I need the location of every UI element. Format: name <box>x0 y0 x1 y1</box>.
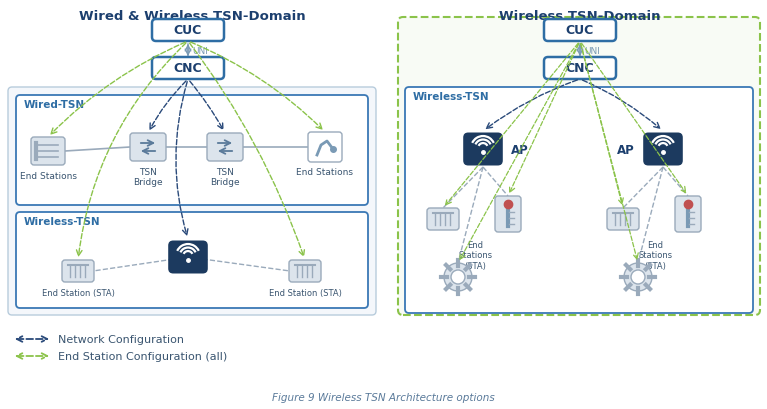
Text: End Stations: End Stations <box>297 168 354 177</box>
FancyBboxPatch shape <box>675 196 701 232</box>
FancyBboxPatch shape <box>544 58 616 80</box>
FancyBboxPatch shape <box>289 261 321 282</box>
FancyBboxPatch shape <box>405 88 753 313</box>
Text: Wireless-TSN: Wireless-TSN <box>413 92 489 102</box>
FancyBboxPatch shape <box>16 213 368 308</box>
FancyBboxPatch shape <box>308 133 342 163</box>
FancyBboxPatch shape <box>152 20 224 42</box>
Text: End Stations: End Stations <box>19 172 77 180</box>
FancyBboxPatch shape <box>398 18 760 315</box>
Circle shape <box>631 270 645 284</box>
FancyBboxPatch shape <box>495 196 521 232</box>
FancyBboxPatch shape <box>427 209 459 230</box>
Text: End Station Configuration (all): End Station Configuration (all) <box>58 351 227 361</box>
FancyBboxPatch shape <box>168 241 208 274</box>
FancyBboxPatch shape <box>207 134 243 162</box>
Text: CNC: CNC <box>173 62 202 75</box>
Text: Wired & Wireless TSN-Domain: Wired & Wireless TSN-Domain <box>79 10 305 23</box>
Text: Wired-TSN: Wired-TSN <box>24 100 85 110</box>
FancyBboxPatch shape <box>607 209 639 230</box>
Circle shape <box>451 270 465 284</box>
Text: CUC: CUC <box>566 25 594 37</box>
Circle shape <box>624 263 652 291</box>
FancyBboxPatch shape <box>16 96 368 205</box>
FancyBboxPatch shape <box>544 20 616 42</box>
Text: AP: AP <box>511 143 528 156</box>
Text: UNI: UNI <box>584 46 600 55</box>
FancyBboxPatch shape <box>644 133 683 166</box>
FancyBboxPatch shape <box>130 134 166 162</box>
FancyBboxPatch shape <box>62 261 94 282</box>
Text: CNC: CNC <box>566 62 594 75</box>
Text: AP: AP <box>617 143 635 156</box>
Text: Wireless TSN-Domain: Wireless TSN-Domain <box>499 10 660 23</box>
FancyBboxPatch shape <box>31 138 65 166</box>
Text: TSN
Bridge: TSN Bridge <box>210 168 240 187</box>
Text: Wireless-TSN: Wireless-TSN <box>24 216 100 227</box>
Text: End Station (STA): End Station (STA) <box>41 288 114 297</box>
Text: End
Stations
(STA): End Stations (STA) <box>459 240 492 270</box>
FancyBboxPatch shape <box>8 88 376 315</box>
Text: Network Configuration: Network Configuration <box>58 334 184 344</box>
Text: UNI: UNI <box>192 46 208 55</box>
Circle shape <box>444 263 472 291</box>
Text: CUC: CUC <box>174 25 202 37</box>
Text: End
Stations
(STA): End Stations (STA) <box>638 240 673 270</box>
FancyBboxPatch shape <box>152 58 224 80</box>
Text: TSN
Bridge: TSN Bridge <box>133 168 163 187</box>
Text: End Station (STA): End Station (STA) <box>268 288 341 297</box>
FancyBboxPatch shape <box>463 133 503 166</box>
Text: Figure 9 Wireless TSN Architecture options: Figure 9 Wireless TSN Architecture optio… <box>272 392 495 402</box>
